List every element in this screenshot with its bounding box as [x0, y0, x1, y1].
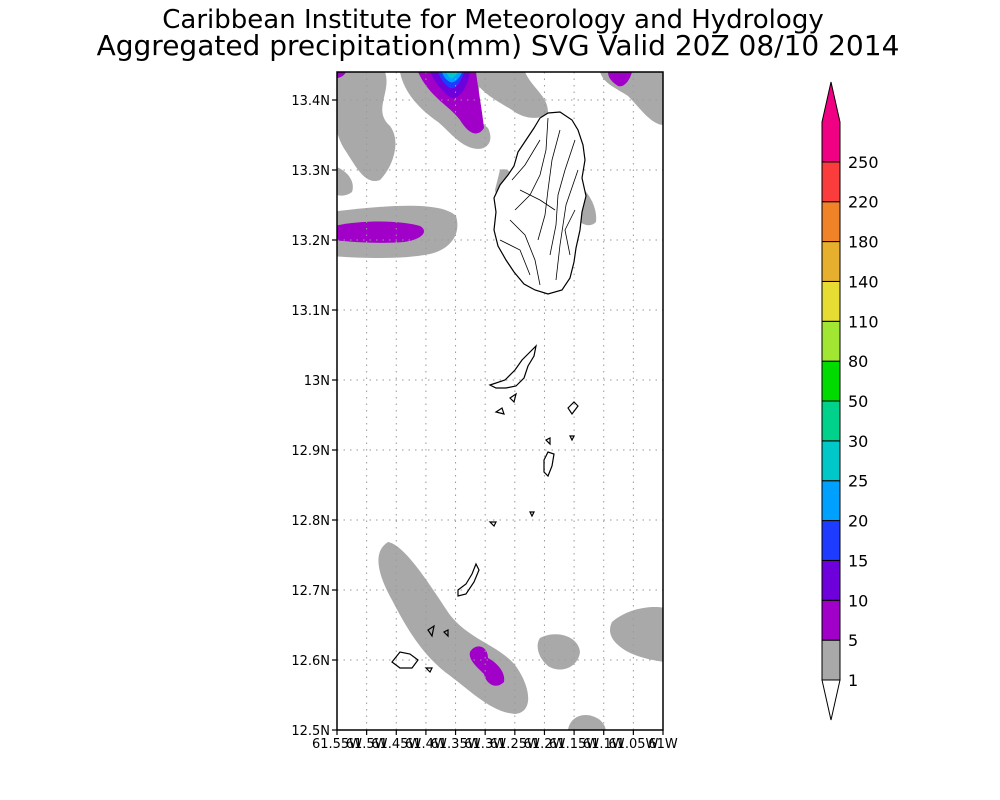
- islet-9: [569, 435, 575, 442]
- lon-tick-label: 61W: [648, 737, 678, 752]
- colorbar-swatch: [821, 161, 841, 203]
- lon-tick-label: 61.2W: [524, 737, 566, 752]
- colorbar-over-arrow: [821, 81, 841, 163]
- colorbar-level-label: 20: [848, 512, 868, 531]
- lon-tick-label: 61.3W: [464, 737, 506, 752]
- islet-5: [424, 667, 433, 674]
- lon-tick-label: 61.1W: [583, 737, 625, 752]
- lat-tick-label: 13.1N: [291, 304, 330, 319]
- colorbar-level-label: 30: [848, 432, 868, 451]
- lat-tick-label: 12.5N: [291, 724, 330, 739]
- island-saint-vincent-valleys: [499, 117, 579, 286]
- colorbar-swatch: [821, 599, 841, 641]
- lat-tick-label: 13.3N: [291, 164, 330, 179]
- latitude-axis: 13.4N 13.3N 13.2N 13.1N 13N 12.9N 12.8N 12.7N 12…: [291, 94, 337, 739]
- lat-tick-label: 13.2N: [291, 234, 330, 249]
- lon-tick-label: 61.45W: [371, 737, 421, 752]
- map-panel: 13.4N 13.3N 13.2N 13.1N 13N 12.9N 12.8N 12.7N 12…: [291, 71, 678, 752]
- rain-area-west-edge: [337, 167, 353, 196]
- rain-area-northeast: [600, 72, 663, 125]
- rain-5mm-northwest-corner: [337, 72, 346, 78]
- colorbar-level-label: 1: [848, 671, 858, 690]
- longitude-axis: 61.55W61.5W61.45W61.4W61.35W61.3W61.25W6…: [312, 730, 678, 752]
- rain-5mm-north: [418, 72, 484, 134]
- colorbar-level-label: 220: [848, 193, 879, 212]
- colorbar-swatch: [821, 241, 841, 282]
- map-frame: [336, 71, 664, 731]
- rain-area-south-edge: [568, 715, 606, 730]
- colorbar-under-arrow: [821, 679, 841, 721]
- colorbar-level-label: 5: [848, 631, 858, 650]
- colorbar-level-label: 25: [848, 472, 868, 491]
- lon-tick-label: 61.25W: [490, 737, 540, 752]
- rain-area-southeast: [610, 606, 663, 662]
- coastlines: [391, 111, 587, 674]
- islet-1: [494, 407, 505, 415]
- rain-area-northwest: [337, 72, 396, 182]
- rain-5mm-west: [337, 221, 424, 243]
- islet-8: [544, 437, 551, 446]
- rain-25mm-north: [446, 72, 458, 79]
- colorbar-swatch: [821, 559, 841, 601]
- header-product: Aggregated precipitation(mm) SVG Valid 2…: [97, 29, 900, 62]
- rain-area-south-central: [537, 634, 580, 670]
- colorbar-level-label: 15: [848, 551, 868, 570]
- colorbar-swatch: [821, 480, 841, 522]
- lon-tick-label: 61.4W: [405, 737, 447, 752]
- rain-5mm-northeast: [608, 72, 632, 87]
- islet-4: [442, 629, 449, 638]
- colorbar-level-label: 80: [848, 352, 868, 371]
- colorbar-level-label: 50: [848, 392, 868, 411]
- colorbar-level-label: 110: [848, 312, 879, 331]
- colorbar-swatch: [821, 440, 841, 482]
- header-institute: Caribbean Institute for Meteorology and …: [162, 5, 823, 35]
- islet-3: [427, 624, 435, 638]
- colorbar-swatch: [821, 360, 841, 402]
- lon-tick-label: 61.35W: [431, 737, 481, 752]
- colorbar-level-label: 250: [848, 153, 879, 172]
- lat-tick-label: 12.7N: [291, 584, 330, 599]
- colorbar-level-label: 140: [848, 272, 879, 291]
- colorbar-level-label: 10: [848, 591, 868, 610]
- lat-tick-label: 12.9N: [291, 444, 330, 459]
- colorbar-swatch: [821, 280, 841, 322]
- islet-7: [529, 511, 535, 518]
- lat-tick-label: 13N: [304, 374, 330, 389]
- rain-area-north-strip: [470, 72, 548, 118]
- colorbar-swatch: [821, 320, 841, 362]
- island-bequia: [488, 344, 537, 389]
- colorbar-swatch: [821, 639, 841, 681]
- lat-tick-label: 12.8N: [291, 514, 330, 529]
- lat-tick-label: 12.6N: [291, 654, 330, 669]
- colorbar-level-label: 180: [848, 233, 879, 252]
- island-canouan: [457, 562, 480, 597]
- islet-6: [488, 521, 497, 528]
- island-carriacou: [391, 651, 419, 669]
- islet-2: [509, 392, 517, 404]
- island-baliceaux: [567, 401, 579, 416]
- lon-tick-label: 61.5W: [346, 737, 388, 752]
- lon-tick-label: 61.05W: [608, 737, 658, 752]
- lon-tick-label: 61.55W: [312, 737, 362, 752]
- precipitation-shading: [337, 72, 663, 730]
- colorbar-swatch: [821, 520, 841, 561]
- lat-tick-label: 13.4N: [291, 94, 330, 109]
- rain-5mm-south: [469, 646, 505, 686]
- colorbar-swatch: [821, 201, 841, 243]
- island-mustique: [543, 451, 555, 478]
- colorbar-swatch: [821, 400, 841, 442]
- lon-tick-label: 61.15W: [549, 737, 599, 752]
